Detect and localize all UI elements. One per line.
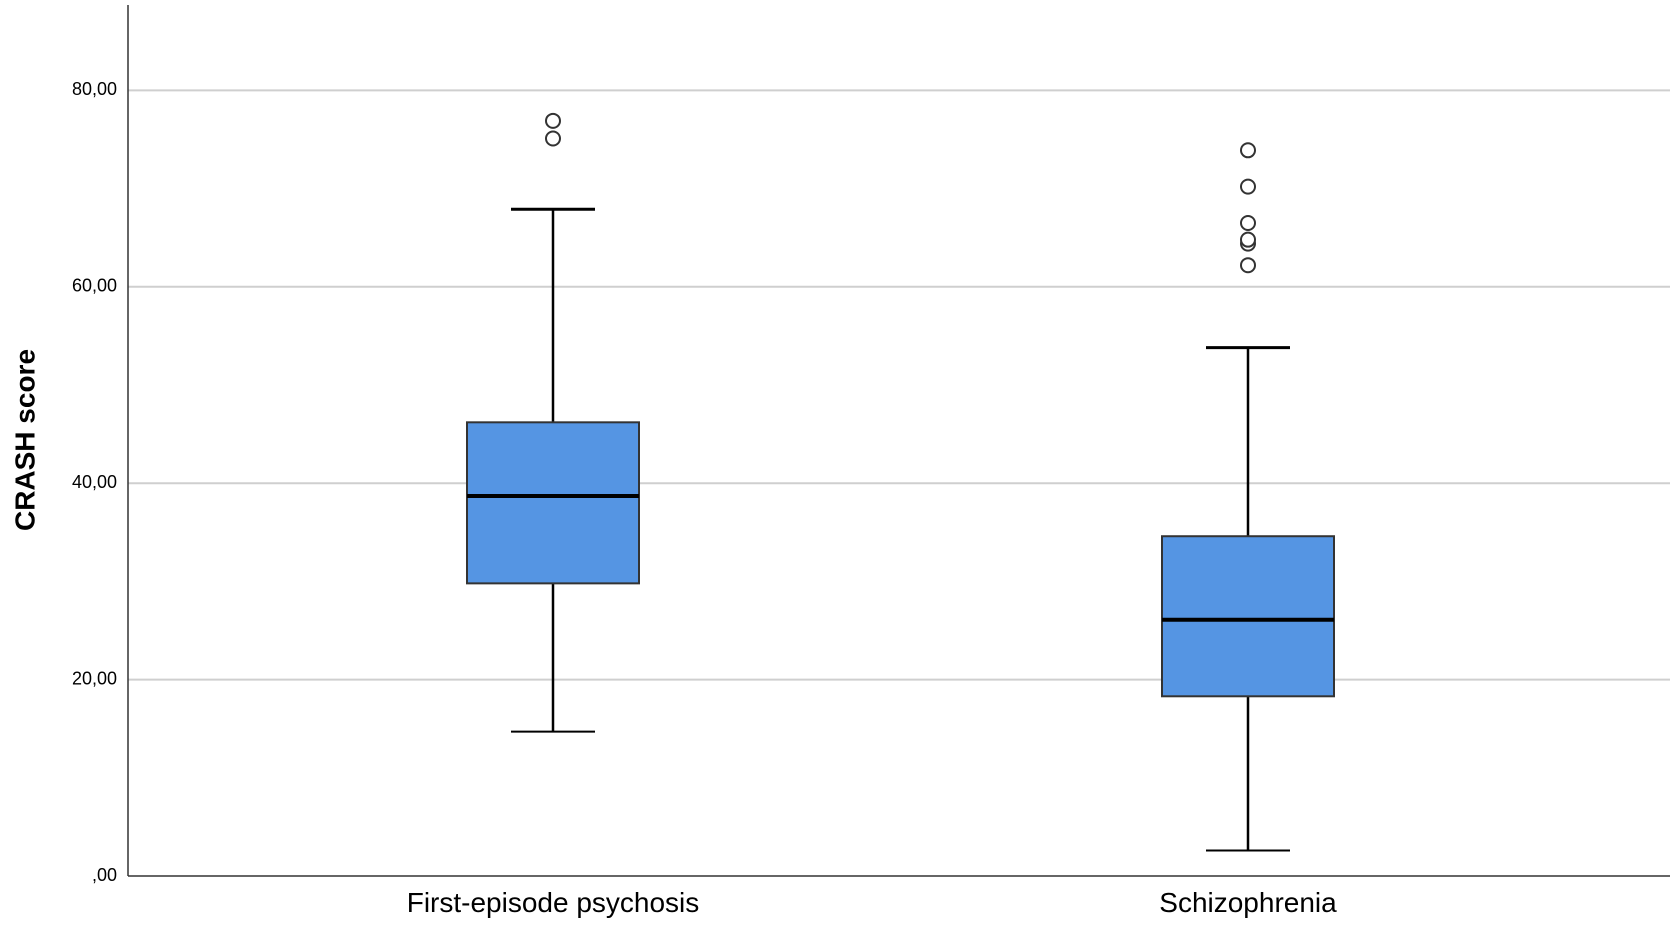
outlier-point (1240, 178, 1256, 195)
outlier-point (1240, 257, 1256, 274)
box-group (466, 112, 640, 733)
y-tick-labels: ,00 20,00 40,00 60,00 80,00 (72, 79, 117, 885)
y-axis-title: CRASH score (9, 349, 40, 531)
outlier-point (1240, 142, 1256, 159)
y-tick-label: 20,00 (72, 668, 117, 688)
outlier-point (1240, 214, 1256, 231)
box-group (1161, 142, 1335, 852)
y-tick-label: 80,00 (72, 79, 117, 99)
y-tick-label: 60,00 (72, 276, 117, 296)
y-tick-label: ,00 (92, 865, 117, 885)
x-category-label: Schizophrenia (1159, 887, 1337, 918)
y-tick-label: 40,00 (72, 472, 117, 492)
outlier-point (1240, 231, 1256, 248)
gridlines (128, 89, 1670, 681)
outlier-point (545, 130, 561, 147)
iqr-box (1161, 535, 1335, 698)
outlier-point (545, 112, 561, 129)
x-category-labels: First-episode psychosis Schizophrenia (407, 887, 1337, 918)
boxes (466, 112, 1335, 852)
iqr-box (466, 421, 640, 585)
x-category-label: First-episode psychosis (407, 887, 700, 918)
